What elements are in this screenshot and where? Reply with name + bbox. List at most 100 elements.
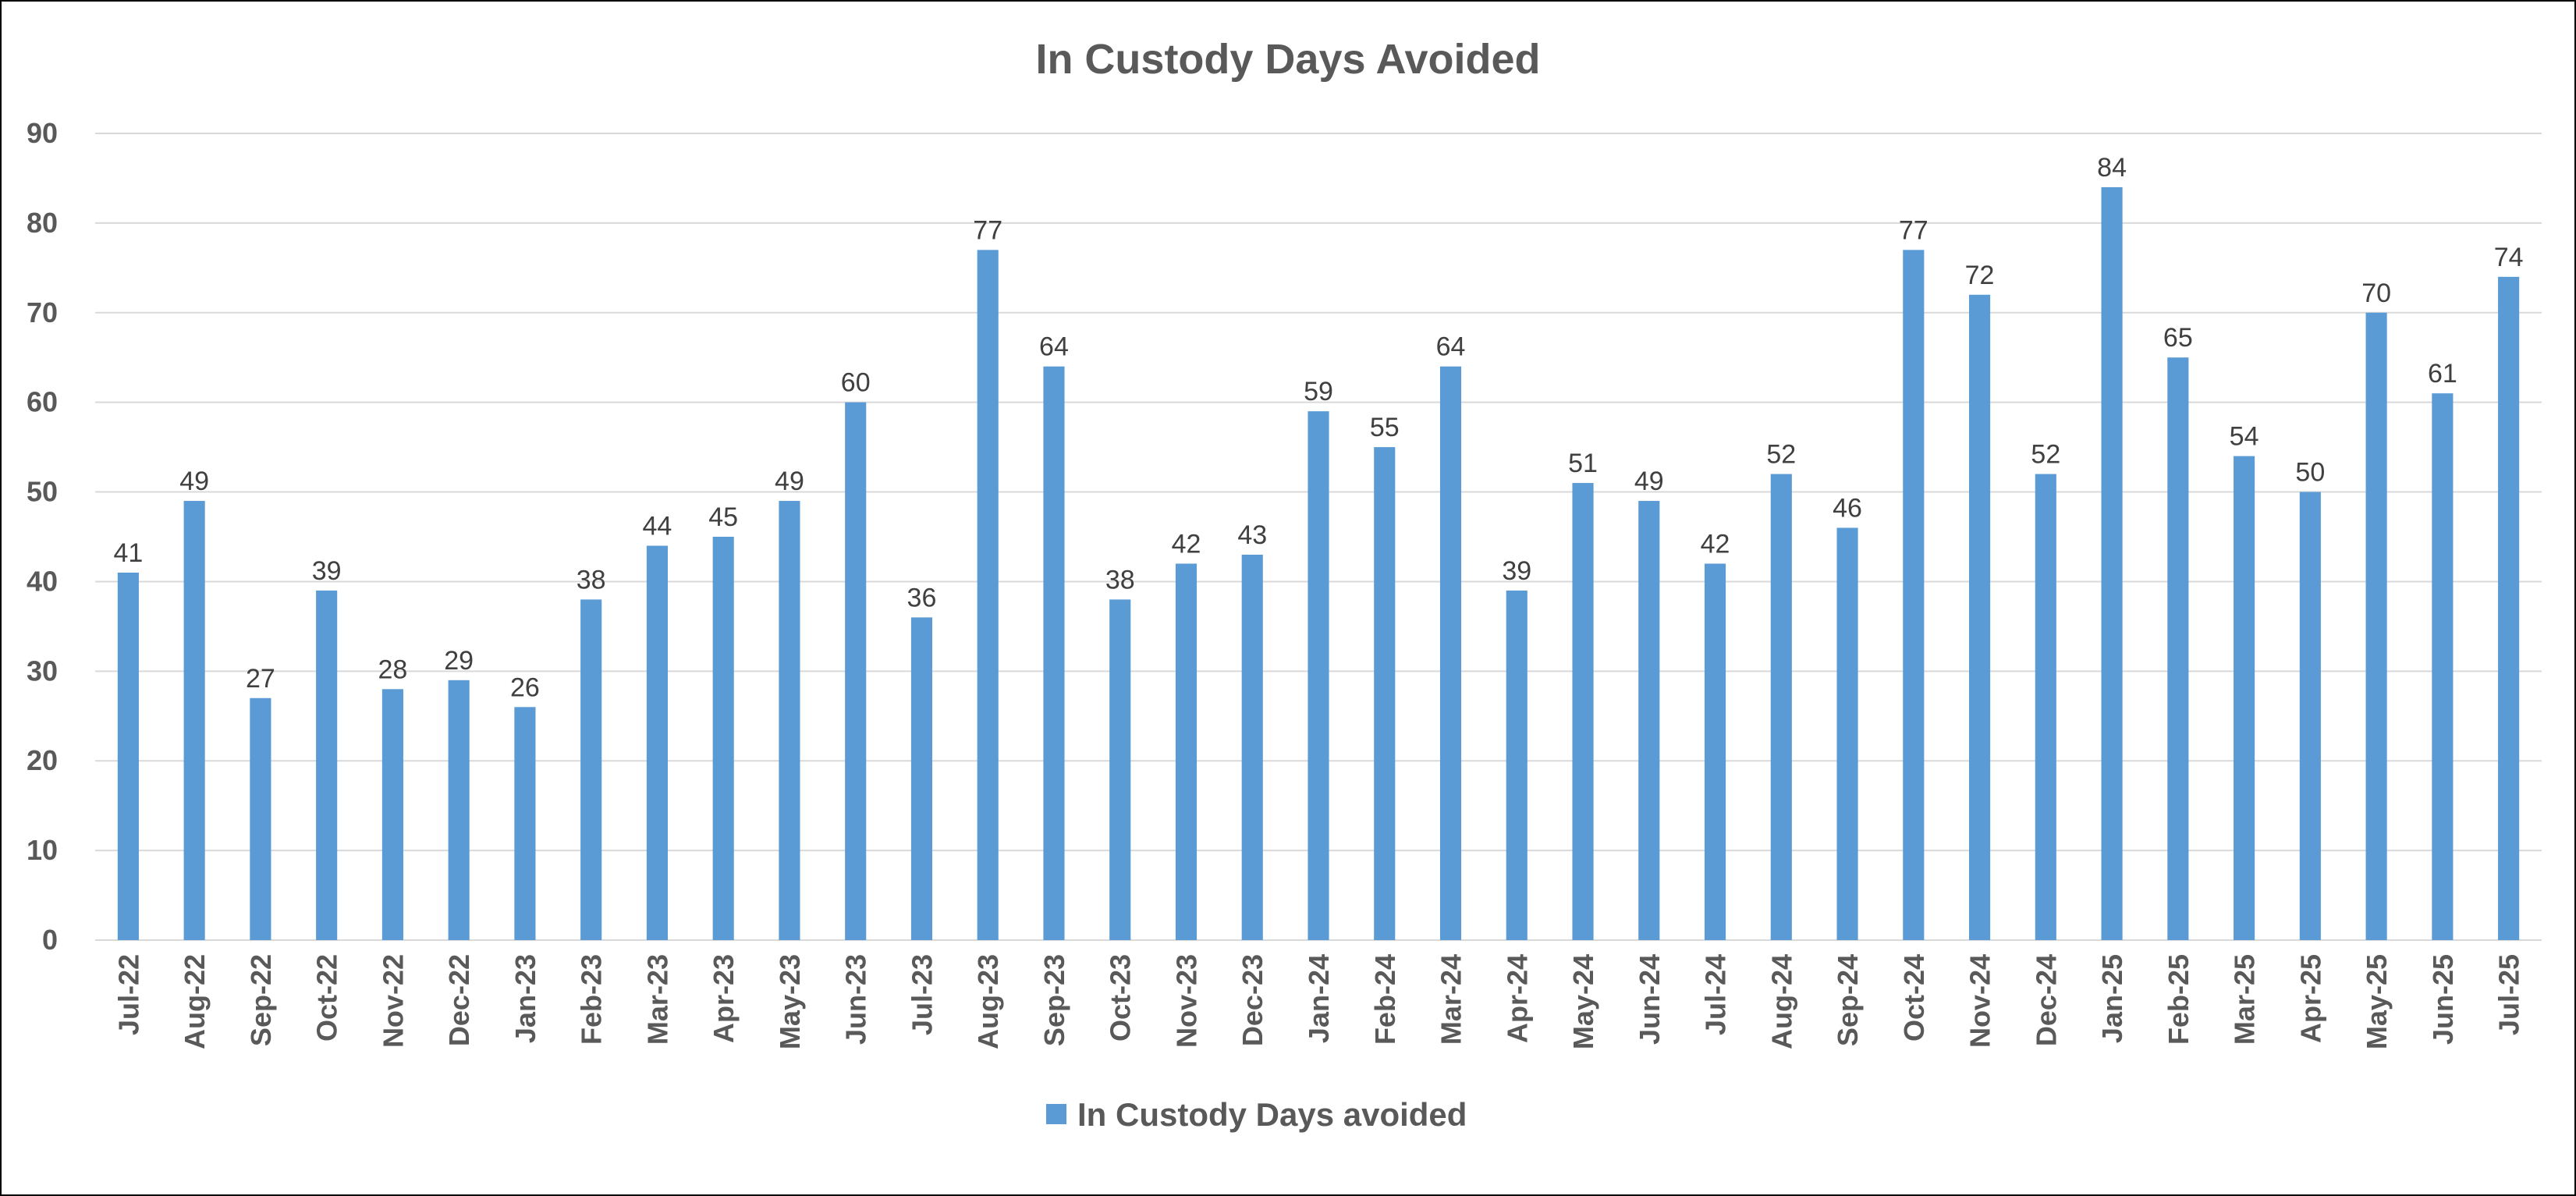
data-label: 42 [1172,529,1201,559]
x-tick-label: Feb-24 [1369,954,1401,1045]
bar [1572,483,1594,940]
x-tick-label: Apr-23 [708,954,740,1043]
y-tick-label: 80 [27,207,58,239]
data-label: 39 [1502,556,1531,586]
data-label: 64 [1039,332,1069,362]
x-tick-label: Jun-23 [840,954,872,1045]
bar [977,250,999,940]
bar [2365,312,2387,940]
x-tick-label: Dec-23 [1237,954,1268,1046]
data-label: 29 [444,646,474,676]
x-tick-label: Sep-22 [245,954,277,1046]
data-label: 65 [2163,323,2193,353]
legend: In Custody Days avoided [1046,1096,1467,1133]
x-tick-label: Oct-24 [1898,954,1930,1042]
x-tick-label: Sep-24 [1832,954,1864,1046]
bar [580,599,602,940]
y-tick-label: 40 [27,565,58,597]
bar [2432,393,2454,941]
x-tick-label: Mar-24 [1435,954,1467,1045]
y-tick-label: 10 [27,834,58,866]
x-tick-label: Apr-24 [1501,954,1533,1043]
data-label: 49 [179,467,209,496]
x-tick-label: Jul-22 [112,954,144,1035]
x-tick-label: Feb-23 [576,954,608,1045]
data-label: 70 [2361,279,2391,308]
data-label: 52 [1766,440,1796,470]
bar [2101,186,2123,940]
x-tick-label: Jun-24 [1634,954,1666,1045]
data-label: 44 [643,511,672,541]
x-tick-label: Apr-25 [2294,954,2326,1043]
bar [316,590,338,940]
data-label: 26 [510,673,540,702]
data-label: 45 [708,502,738,532]
data-label: 38 [577,565,606,594]
bar [250,697,271,940]
data-label: 38 [1105,565,1135,594]
bar [845,402,867,940]
y-tick-label: 0 [42,924,58,956]
bar [1903,250,1925,940]
y-tick-label: 60 [27,386,58,418]
data-label: 28 [378,655,407,684]
x-tick-label: Feb-25 [2163,954,2195,1045]
x-tick-label: Oct-22 [311,954,343,1042]
bar [2299,492,2321,940]
bars [117,186,2520,941]
legend-swatch [1046,1104,1066,1124]
data-label: 46 [1833,494,1862,523]
x-tick-label: Jan-23 [509,954,541,1043]
x-tick-label: Nov-24 [1964,954,1996,1048]
data-label: 61 [2428,359,2457,389]
data-label: 54 [2230,422,2259,452]
x-tick-label: Aug-23 [972,954,1004,1049]
bar [1770,474,1792,940]
data-label: 55 [1370,413,1400,442]
data-label: 50 [2295,458,2325,488]
bar [117,572,139,940]
data-label: 27 [246,664,275,694]
x-tick-label: Jul-23 [906,954,938,1035]
data-label: 72 [1965,261,1995,290]
bar [1109,599,1131,940]
bar [1175,563,1198,940]
bar [779,501,800,940]
y-tick-label: 70 [27,296,58,328]
bar [2167,357,2189,940]
bar [712,537,734,940]
data-label: 41 [113,538,143,568]
bar [448,680,470,940]
bar [1439,366,1462,940]
data-label: 60 [841,368,871,398]
bar [646,545,668,940]
y-tick-label: 50 [27,476,58,508]
x-tick-label: May-23 [774,954,806,1049]
y-tick-label: 90 [27,117,58,149]
y-axis-tick-labels: 0 10 20 30 40 50 60 70 80 90 [27,117,58,956]
bar [1704,563,1726,940]
data-label: 84 [2097,153,2127,183]
x-tick-label: Aug-22 [179,954,211,1049]
bar [2498,276,2520,940]
bar [1969,294,1991,940]
bar [183,501,205,940]
chart-title: In Custody Days Avoided [1035,36,1540,83]
x-tick-label: Mar-25 [2229,954,2261,1045]
bar [1836,527,1858,940]
bar [1043,366,1065,940]
legend-label: In Custody Days avoided [1077,1096,1467,1133]
x-tick-label: Sep-23 [1038,954,1070,1046]
x-tick-label: Jan-25 [2096,954,2128,1043]
data-labels: 41 49 27 39 28 29 26 38 44 45 49 60 36 77 64 38 42 43 59 55… [113,153,2523,702]
data-label: 77 [1899,215,1928,245]
x-tick-label: Aug-24 [1765,954,1797,1049]
x-tick-label: Mar-23 [641,954,673,1045]
x-tick-label: Dec-24 [2030,954,2062,1046]
x-tick-label: May-24 [1567,954,1599,1049]
bar [1374,447,1396,940]
bar [1506,590,1528,940]
bar [2234,456,2255,940]
